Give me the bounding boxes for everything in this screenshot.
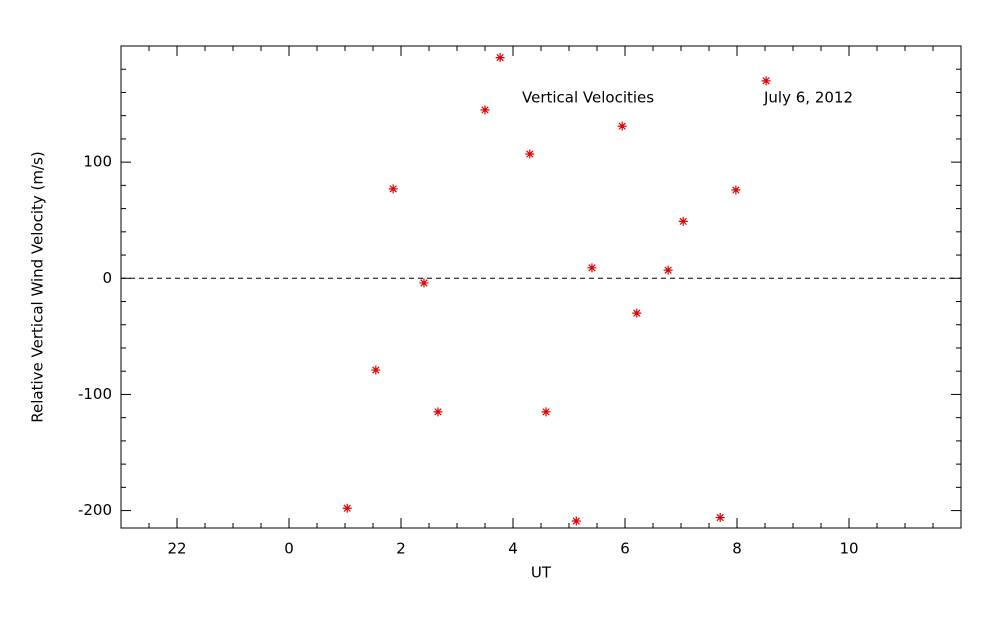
y-tick-label: 0 [102,269,112,287]
x-tick-label: 8 [732,540,742,558]
point [388,184,398,194]
plot-frame [120,45,962,529]
y-tick-label: -100 [78,385,112,403]
point [419,278,429,288]
point [342,503,352,513]
x-tick-label: 22 [167,540,186,558]
point [617,121,627,131]
point [525,149,535,159]
point [678,216,688,226]
x-tick-label: 0 [284,540,294,558]
x-tick-label: 4 [508,540,518,558]
point [715,513,725,523]
y-tick-label: -200 [78,501,112,519]
y-tick-label: 100 [83,153,112,171]
point [480,105,490,115]
annotation: Vertical Velocities [522,89,654,107]
x-tick-label: 2 [396,540,406,558]
point [587,263,597,273]
point [371,365,381,375]
point [632,308,642,318]
point [731,185,741,195]
y-axis-label: Relative Vertical Wind Velocity (m/s) [29,151,47,422]
point [495,53,505,63]
point [571,516,581,526]
point [761,76,771,86]
point [663,265,673,275]
point [433,407,443,417]
x-axis-label: UT [531,564,552,582]
annotation: July 6, 2012 [763,89,853,107]
x-tick-label: 10 [839,540,858,558]
x-tick-label: 6 [620,540,630,558]
point [541,407,551,417]
